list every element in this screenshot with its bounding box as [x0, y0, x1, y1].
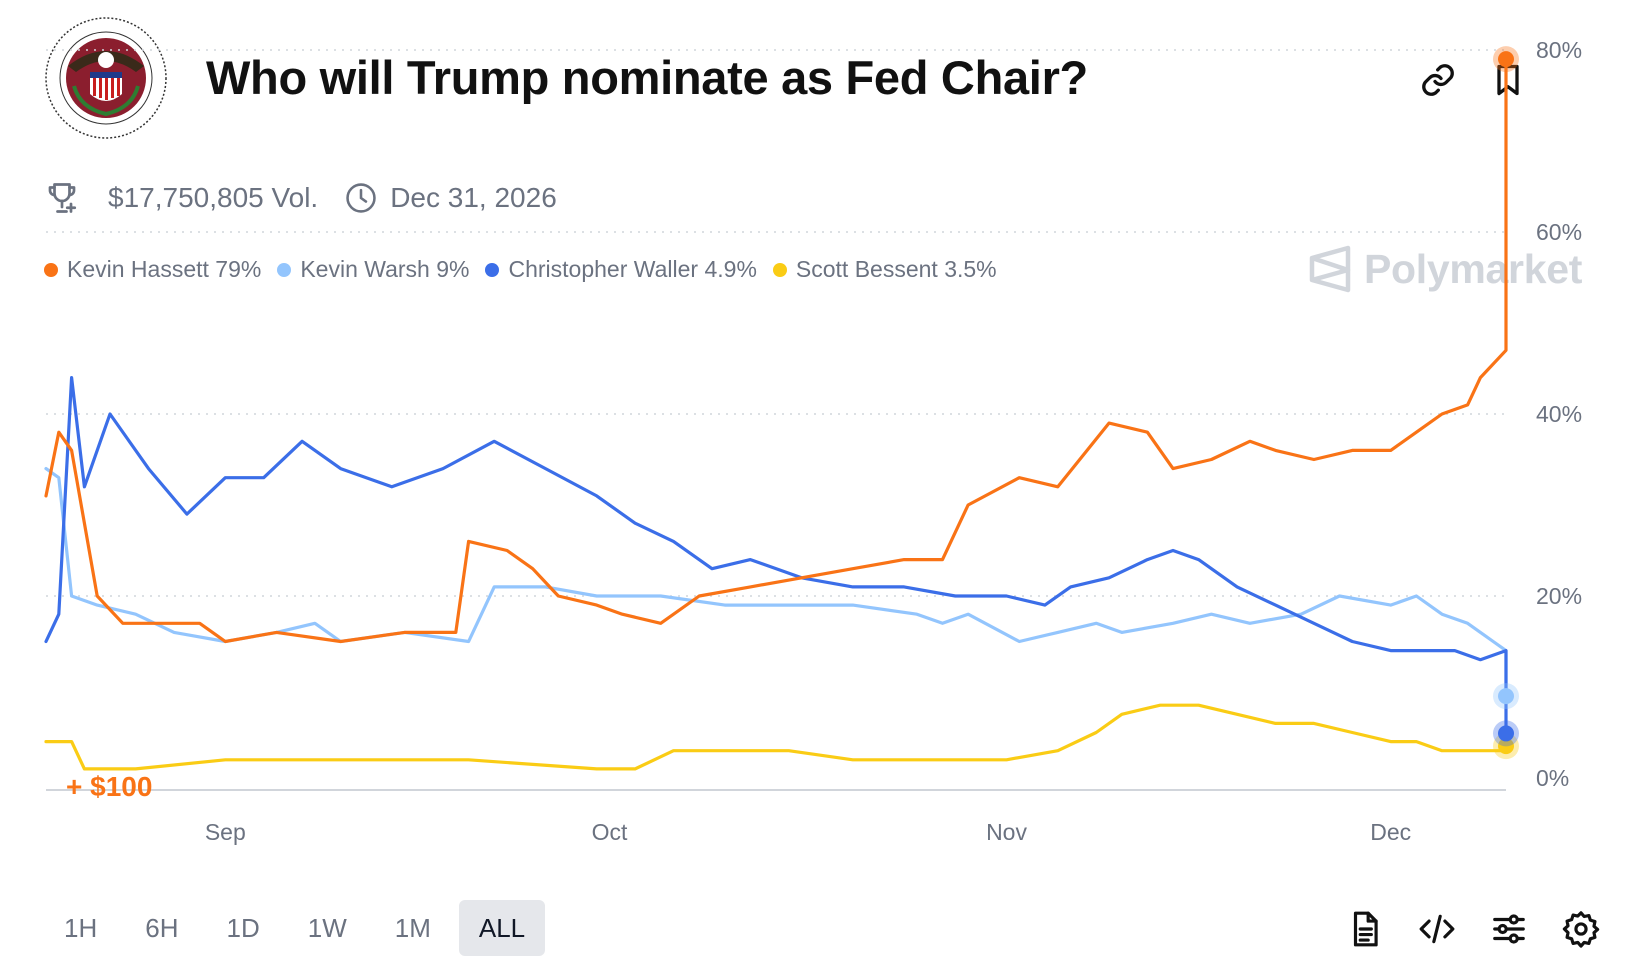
legend-dot	[485, 262, 500, 277]
bookmark-icon[interactable]	[1490, 62, 1526, 98]
y-tick-label: 0%	[1536, 765, 1569, 791]
time-range-selector: 1H 6H 1D 1W 1M ALL	[44, 900, 553, 956]
legend-label: Kevin Hassett 79%	[67, 256, 262, 282]
legend-dot	[44, 262, 58, 277]
range-button-1d[interactable]: 1D	[226, 912, 260, 943]
range-button-all[interactable]: ALL	[458, 900, 546, 956]
legend-item-waller[interactable]: Christopher Waller 4.9%	[485, 256, 757, 283]
legend-dot	[772, 262, 787, 277]
x-tick-label: Oct	[592, 819, 628, 845]
legend-label: Christopher Waller 4.9%	[508, 256, 757, 282]
series-end-dot	[1498, 738, 1514, 755]
federal-reserve-seal-logo	[45, 17, 167, 139]
market-meta: $17,750,805 Vol. Dec 31, 2026	[44, 176, 557, 220]
series-line-kevin-hassett	[44, 57, 1508, 644]
trade-annotation: + $100	[66, 771, 152, 802]
page-title: Who will Trump nominate as Fed Chair?	[206, 51, 1088, 104]
sliders-icon[interactable]	[1490, 910, 1528, 948]
chart-legend: Kevin Hassett 79% Kevin Warsh 9% Christo…	[44, 256, 1013, 283]
settings-gear-icon[interactable]	[1562, 910, 1600, 948]
legend-item-hassett[interactable]: Kevin Hassett 79%	[44, 256, 261, 283]
polymarket-wordmark: Polymarket	[1308, 244, 1582, 294]
series-end-dot	[1498, 51, 1514, 68]
legend-dot	[277, 262, 292, 277]
legend-item-warsh[interactable]: Kevin Warsh 9%	[277, 256, 469, 283]
y-tick-label: 20%	[1536, 583, 1582, 609]
range-button-1m[interactable]: 1M	[394, 912, 431, 943]
volume-text: $17,750,805 Vol.	[108, 182, 319, 213]
series-line-scott-bessent	[44, 703, 1508, 771]
range-button-1h[interactable]: 1H	[64, 912, 98, 943]
series-end-dot	[1498, 725, 1514, 742]
x-tick-label: Nov	[986, 819, 1027, 845]
brand-name: Polymarket	[1364, 245, 1583, 292]
x-tick-label: Sep	[205, 819, 246, 845]
y-tick-label: 40%	[1536, 401, 1582, 427]
series-line-christopher-waller	[44, 376, 1508, 735]
range-button-1w[interactable]: 1W	[307, 912, 347, 943]
polymarket-logo-icon	[1309, 245, 1351, 293]
link-icon[interactable]	[1420, 62, 1456, 98]
legend-label: Kevin Warsh 9%	[300, 256, 470, 282]
legend-label: Scott Bessent 3.5%	[795, 256, 997, 282]
y-tick-label: 60%	[1536, 219, 1582, 245]
range-button-6h[interactable]: 6H	[145, 912, 179, 943]
series-end-dot	[1498, 688, 1514, 705]
legend-item-bessent[interactable]: Scott Bessent 3.5%	[772, 256, 997, 283]
trophy-icon	[48, 183, 77, 213]
y-tick-label: 80%	[1536, 37, 1582, 63]
end-date-text: Dec 31, 2026	[390, 182, 557, 213]
document-icon[interactable]	[1346, 910, 1384, 948]
x-tick-label: Dec	[1370, 819, 1411, 845]
clock-icon	[346, 183, 376, 213]
embed-code-icon[interactable]	[1418, 910, 1456, 948]
